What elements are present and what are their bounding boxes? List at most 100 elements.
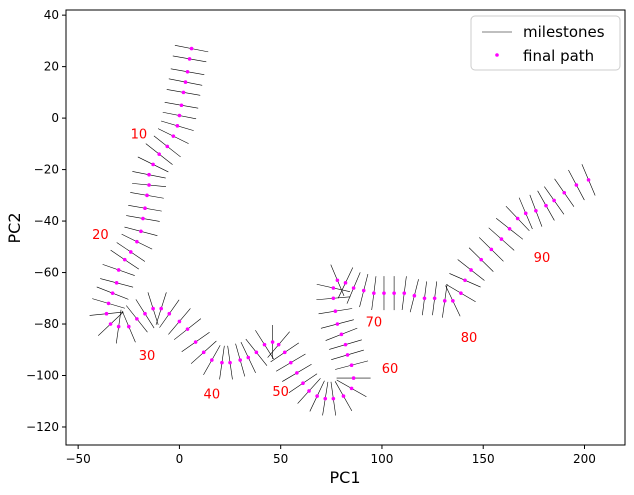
final-path-point xyxy=(489,247,494,252)
final-path-point xyxy=(177,113,182,118)
legend: milestones final path xyxy=(470,15,621,71)
final-path-point xyxy=(335,322,340,326)
final-path-point xyxy=(189,46,194,51)
final-path-point xyxy=(175,124,180,128)
x-tick-label: −50 xyxy=(65,452,90,466)
final-path-point xyxy=(315,394,319,398)
final-path-point xyxy=(345,353,350,357)
final-path-point xyxy=(301,381,305,386)
final-path-point xyxy=(159,306,163,311)
final-path-point xyxy=(341,394,346,398)
legend-final-path-label: final path xyxy=(523,47,594,65)
final-path-point xyxy=(562,190,567,195)
final-path-point xyxy=(185,327,190,331)
final-path-point xyxy=(129,250,133,254)
final-path-point xyxy=(331,296,336,301)
y-tick-label: 20 xyxy=(44,60,59,74)
final-path-point xyxy=(323,396,328,401)
final-path-point xyxy=(171,134,176,138)
x-axis-ticks: −50 0 50 100 150 200 xyxy=(65,445,596,466)
y-tick-label: −20 xyxy=(34,163,59,177)
final-path-point xyxy=(185,69,190,74)
final-path-point xyxy=(361,288,366,293)
final-path-point xyxy=(382,291,386,295)
final-path-point xyxy=(238,358,242,362)
x-tick-label: 0 xyxy=(176,452,184,466)
final-path-point xyxy=(187,57,192,61)
final-path-point xyxy=(295,371,299,375)
final-path-point xyxy=(122,257,127,262)
final-path-point xyxy=(402,291,407,295)
final-path-point xyxy=(201,350,206,355)
final-path-point xyxy=(343,342,348,347)
final-path-point xyxy=(499,237,504,241)
final-path-point xyxy=(147,172,151,177)
final-path-point xyxy=(135,239,139,244)
final-path-point xyxy=(104,311,109,316)
final-path-point xyxy=(552,198,556,203)
milestone-index-label: 60 xyxy=(382,362,399,377)
final-path-point xyxy=(507,226,512,231)
final-path-point xyxy=(307,389,311,393)
final-path-point xyxy=(339,332,344,337)
final-path-point xyxy=(586,178,591,182)
final-path-point xyxy=(270,340,275,344)
milestones-layer xyxy=(89,45,596,416)
final-path-point xyxy=(349,363,354,368)
final-path-point xyxy=(432,296,437,301)
final-path-point xyxy=(145,193,149,198)
final-path-point xyxy=(220,360,224,365)
final-path-point xyxy=(351,286,356,290)
final-path-point xyxy=(106,301,111,306)
milestone-index-label: 80 xyxy=(461,331,478,346)
y-axis-ticks: 40 20 0 −20 −40 −60 −80 −100 −120 xyxy=(26,8,66,434)
final-path-point xyxy=(463,278,467,283)
y-tick-label: −100 xyxy=(26,369,59,383)
final-path-point xyxy=(442,299,447,303)
final-path-point xyxy=(135,317,139,321)
final-path-point xyxy=(459,291,463,295)
final-path-point xyxy=(469,268,473,272)
final-path-point xyxy=(143,206,147,210)
milestone-index-label: 20 xyxy=(92,228,109,243)
final-path-point xyxy=(351,376,356,380)
final-path-point xyxy=(574,183,579,187)
milestone-index-label: 40 xyxy=(204,388,221,403)
annotations-layer: 10 20 30 40 50 60 70 80 90 xyxy=(92,128,550,403)
final-path-point xyxy=(114,281,119,285)
final-path-point xyxy=(108,322,113,326)
y-tick-label: −60 xyxy=(34,266,59,280)
final-path-point xyxy=(151,306,155,311)
final-path-point xyxy=(141,216,145,221)
final-path-point xyxy=(183,80,188,84)
final-path-point xyxy=(246,355,251,360)
milestone-index-label: 90 xyxy=(534,251,551,266)
final-path-point xyxy=(210,358,214,362)
final-path-point xyxy=(544,203,548,208)
final-path-point xyxy=(335,278,340,283)
final-path-point xyxy=(110,291,115,295)
final-path-point xyxy=(126,324,131,329)
milestone-index-label: 50 xyxy=(272,385,289,400)
x-tick-label: 150 xyxy=(472,452,495,466)
final-path-point xyxy=(412,293,417,298)
final-path-point xyxy=(523,211,528,216)
milestone-index-label: 10 xyxy=(131,128,148,143)
final-path-point xyxy=(289,360,293,365)
final-path-point xyxy=(331,286,336,290)
legend-milestones-label: milestones xyxy=(523,23,605,41)
x-tick-label: 100 xyxy=(371,452,394,466)
final-path-point xyxy=(392,291,396,295)
y-tick-label: −80 xyxy=(34,317,59,331)
milestone-index-label: 70 xyxy=(366,315,383,330)
y-tick-label: −40 xyxy=(34,214,59,228)
final-path-point xyxy=(333,309,338,313)
final-path-point xyxy=(515,216,520,221)
final-path-point xyxy=(451,299,455,303)
final-path-point xyxy=(331,396,336,401)
final-path-point xyxy=(228,360,232,365)
legend-final-path-swatch xyxy=(495,53,499,57)
final-path-point xyxy=(479,257,484,262)
